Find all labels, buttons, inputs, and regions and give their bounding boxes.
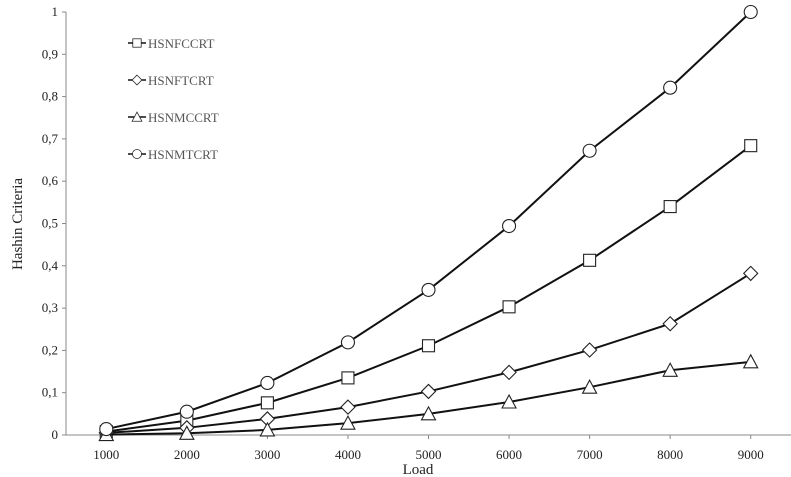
x-tick-label: 5000 — [416, 447, 442, 462]
x-tick-labels: 1000 2000 3000 4000 5000 6000 7000 8000 9000 — [93, 435, 764, 462]
y-tick-label: 0,7 — [42, 131, 59, 146]
data-point-triangle — [742, 353, 759, 369]
data-point-circle — [582, 143, 597, 158]
data-point-diamond — [420, 383, 437, 400]
data-point-diamond — [501, 364, 517, 381]
data-point-triangle — [259, 421, 276, 437]
data-point-circle — [502, 218, 517, 234]
data-point-circle — [421, 282, 436, 297]
x-tick-label: 8000 — [657, 447, 683, 462]
series-hsnftcrt — [98, 265, 759, 441]
legend: HSNFCCRT HSNFTCRT HSNMCCRT HSNMTCRT — [128, 36, 219, 162]
x-tick-label: 2000 — [174, 447, 200, 462]
legend-label: HSNMCCRT — [148, 110, 219, 125]
x-axis-title: Load — [403, 462, 434, 477]
data-point-circle — [179, 404, 194, 419]
x-tick-label: 4000 — [335, 447, 361, 462]
y-tick-label: 0,3 — [42, 300, 58, 315]
series-hsnmtcrt — [99, 4, 758, 437]
data-point-triangle — [662, 362, 679, 377]
data-point-circle — [340, 335, 355, 350]
data-point-square — [260, 396, 274, 410]
data-point-diamond — [340, 399, 356, 415]
data-point-triangle — [178, 425, 195, 440]
series-hsnmccrt — [98, 353, 759, 442]
x-tick-label: 7000 — [577, 447, 603, 462]
data-point-square — [744, 139, 758, 153]
legend-marker-square — [132, 38, 142, 48]
x-tick-label: 1000 — [93, 447, 119, 462]
x-tick-label: 6000 — [496, 447, 522, 462]
data-point-triangle — [581, 379, 598, 394]
legend-marker-triangle — [131, 111, 143, 122]
y-tick-label: 0,5 — [42, 216, 58, 231]
data-point-square — [341, 371, 355, 385]
data-point-circle — [260, 375, 275, 391]
legend-item-hsnmtcrt: HSNMTCRT — [128, 147, 218, 162]
data-point-triangle — [340, 414, 356, 430]
y-tick-labels: 0 0,1 0,2 0,3 0,4 0,5 0,6 0,7 0,8 0,9 1 — [42, 4, 66, 442]
data-point-square — [502, 300, 516, 314]
y-tick-label: 0,4 — [42, 258, 59, 273]
data-point-triangle — [501, 393, 517, 409]
data-point-circle — [99, 422, 114, 437]
x-tick-label: 9000 — [738, 447, 764, 462]
legend-label: HSNMTCRT — [148, 147, 218, 162]
legend-label: HSNFCCRT — [148, 36, 214, 51]
data-point-square — [663, 200, 677, 214]
y-tick-label: 0 — [52, 427, 59, 442]
data-point-circle — [743, 4, 758, 20]
y-tick-label: 0,9 — [42, 46, 58, 61]
data-point-triangle — [420, 405, 437, 421]
legend-marker-diamond — [131, 74, 143, 86]
y-tick-label: 0,1 — [42, 385, 58, 400]
y-tick-label: 1 — [52, 4, 59, 19]
legend-item-hsnfccrt: HSNFCCRT — [128, 36, 214, 51]
data-point-square — [421, 339, 436, 353]
legend-marker-circle — [132, 149, 142, 159]
y-tick-label: 0,6 — [42, 173, 59, 188]
y-tick-label: 0,2 — [42, 342, 58, 357]
data-point-circle — [663, 80, 678, 95]
y-axis-title: Hashin Criteria — [10, 178, 26, 270]
data-point-diamond — [581, 342, 598, 358]
data-series — [98, 4, 759, 442]
legend-label: HSNFTCRT — [148, 73, 214, 88]
legend-item-hsnftcrt: HSNFTCRT — [128, 73, 214, 88]
data-point-square — [583, 253, 597, 267]
legend-item-hsnmccrt: HSNMCCRT — [128, 110, 219, 125]
data-point-diamond — [742, 265, 759, 282]
y-tick-label: 0,8 — [42, 89, 58, 104]
data-point-diamond — [662, 315, 678, 332]
x-tick-label: 3000 — [254, 447, 280, 462]
